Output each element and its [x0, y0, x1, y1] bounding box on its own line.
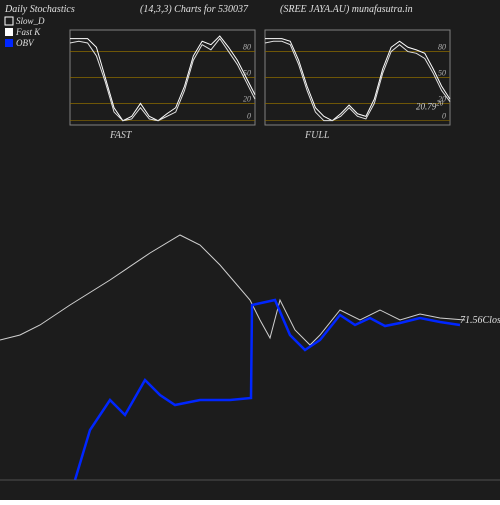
legend-label: Slow_D: [16, 16, 45, 26]
ytick-label: 0: [442, 112, 446, 121]
legend-label: OBV: [16, 38, 35, 48]
legend-marker: [5, 39, 13, 47]
ytick-label: 50: [438, 69, 446, 78]
ytick-label: 80: [438, 43, 446, 52]
ytick-label: 0: [247, 112, 251, 121]
main-svg: Daily Stochastics (14,3,3) Charts for 530…: [0, 0, 500, 500]
legend-marker: [5, 28, 13, 36]
ytick-label: 20: [243, 94, 251, 103]
small-chart-label: FAST: [109, 130, 133, 141]
close-label: 71.56Close: [460, 315, 500, 326]
header-title-left: Daily Stochastics: [4, 4, 75, 15]
header-title-right: (SREE JAYA.AU) munafasutra.in: [280, 4, 413, 15]
legend-label: Fast K: [15, 27, 41, 37]
ytick-label: 80: [243, 43, 251, 52]
header-title-center: (14,3,3) Charts for 530037: [140, 4, 249, 15]
small-chart-label: FULL: [304, 130, 330, 141]
chart-container: Daily Stochastics (14,3,3) Charts for 530…: [0, 0, 500, 500]
